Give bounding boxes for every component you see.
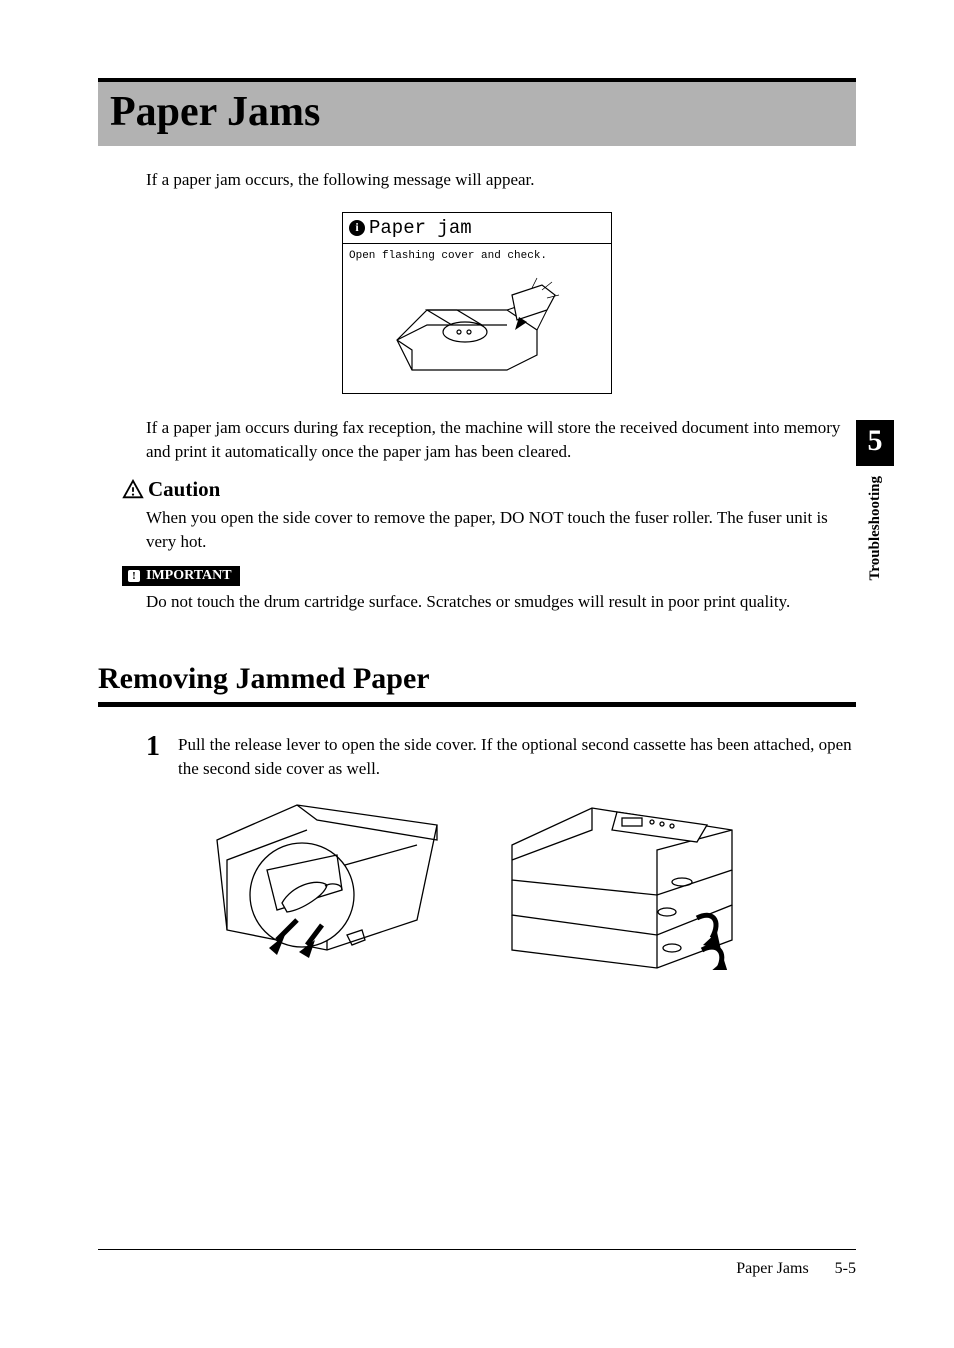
printer-jam-illustration — [387, 270, 567, 380]
step-1: 1 Pull the release lever to open the sid… — [146, 733, 856, 782]
footer-page-number: 5-5 — [835, 1260, 856, 1277]
lcd-header-text: Paper jam — [369, 217, 472, 239]
figure-release-lever — [207, 800, 457, 970]
step-number: 1 — [146, 733, 160, 782]
intro-text: If a paper jam occurs, the following mes… — [146, 168, 856, 192]
info-icon: i — [349, 220, 365, 236]
caution-text: When you open the side cover to remove t… — [146, 506, 856, 554]
page-title: Paper Jams — [110, 88, 844, 136]
page-footer: Paper Jams 5-5 — [98, 1249, 856, 1278]
chapter-name: Troubleshooting — [867, 476, 884, 580]
warning-icon — [122, 479, 144, 501]
note-text: If a paper jam occurs during fax recepti… — [146, 416, 856, 464]
page: Paper Jams If a paper jam occurs, the fo… — [0, 0, 954, 1348]
chapter-tab: 5 Troubleshooting — [856, 420, 894, 580]
step-figures — [98, 800, 856, 970]
lcd-illustration — [343, 264, 611, 393]
caution-heading: Caution — [122, 477, 856, 502]
important-icon: ! — [128, 570, 140, 582]
figure-second-cover — [497, 800, 747, 970]
caution-label: Caution — [148, 477, 220, 502]
title-bar: Paper Jams — [98, 78, 856, 146]
footer-section: Paper Jams — [736, 1260, 808, 1277]
important-badge: ! IMPORTANT — [122, 566, 240, 586]
section-heading: Removing Jammed Paper — [98, 662, 856, 705]
important-label: IMPORTANT — [146, 568, 232, 584]
chapter-number: 5 — [856, 420, 894, 466]
lcd-header-row: i Paper jam — [343, 213, 611, 244]
lcd-display: i Paper jam Open flashing cover and chec… — [342, 212, 612, 394]
lcd-message: Open flashing cover and check. — [343, 244, 611, 264]
important-text: Do not touch the drum cartridge surface.… — [146, 590, 856, 614]
step-text: Pull the release lever to open the side … — [178, 733, 856, 782]
